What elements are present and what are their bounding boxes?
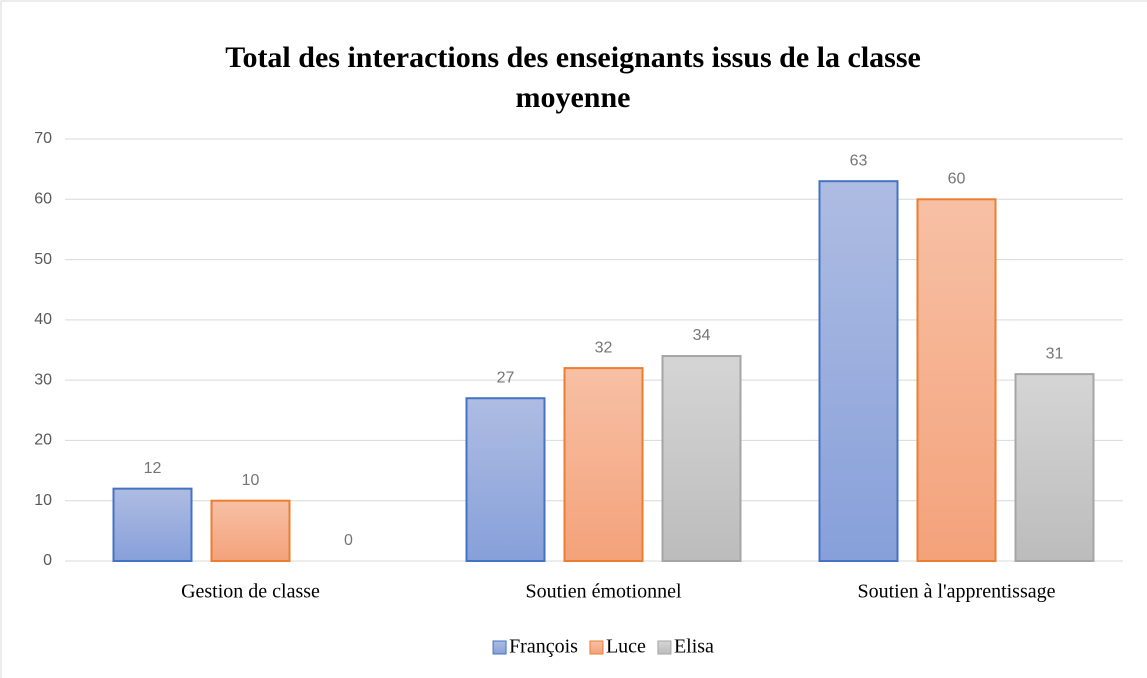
legend-label: Luce [606, 636, 646, 658]
y-tick-label: 0 [43, 552, 52, 569]
data-label: 27 [497, 369, 515, 386]
bar [465, 397, 546, 562]
y-tick-label: 60 [34, 191, 52, 208]
legend-swatch [492, 640, 507, 655]
data-label: 32 [595, 339, 613, 356]
data-label: 60 [948, 171, 966, 188]
data-label: 31 [1046, 345, 1064, 362]
bar [1014, 373, 1095, 562]
legend-label: Elisa [674, 636, 714, 658]
data-label: 34 [693, 327, 711, 344]
y-tick-label: 20 [34, 432, 52, 449]
bar [563, 367, 644, 563]
data-label: 0 [344, 532, 353, 549]
y-tick-label: 10 [34, 492, 52, 509]
x-tick-label: Gestion de classe [181, 581, 320, 603]
legend-label: François [509, 636, 578, 658]
bar [112, 487, 193, 562]
y-tick-label: 40 [34, 311, 52, 328]
legend-swatch [589, 640, 604, 655]
data-label: 63 [850, 152, 868, 169]
y-tick-label: 70 [34, 130, 52, 147]
y-tick-label: 30 [34, 371, 52, 388]
x-tick-label: Soutien à l'apprentissage [858, 581, 1056, 603]
data-label: 10 [242, 472, 260, 489]
bar [818, 180, 899, 562]
bar [661, 355, 742, 562]
y-tick-label: 50 [34, 251, 52, 268]
data-label: 12 [144, 460, 162, 477]
x-tick-label: Soutien émotionnel [525, 581, 682, 603]
bar [916, 198, 997, 563]
chart-title: Total des interactions des enseignants i… [225, 41, 921, 114]
bar [210, 499, 291, 563]
legend-swatch [657, 640, 672, 655]
